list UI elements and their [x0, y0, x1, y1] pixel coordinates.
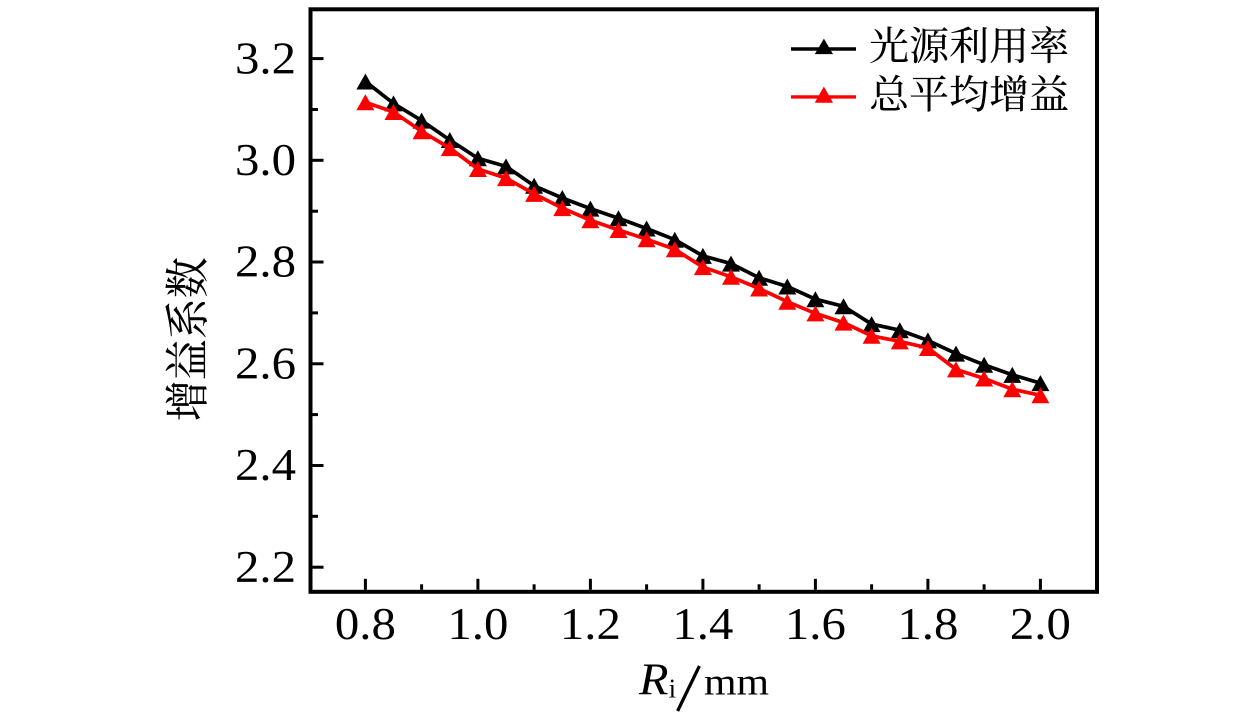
- svg-text:R: R: [638, 655, 669, 705]
- svg-text:1.4: 1.4: [672, 599, 733, 649]
- svg-text:1.2: 1.2: [560, 599, 621, 649]
- svg-text:2.8: 2.8: [235, 237, 296, 287]
- svg-text:1.6: 1.6: [785, 599, 846, 649]
- svg-text:2.6: 2.6: [235, 339, 296, 389]
- svg-text:3.0: 3.0: [235, 135, 296, 185]
- svg-text:2.4: 2.4: [235, 440, 296, 490]
- svg-text:mm: mm: [704, 662, 769, 704]
- svg-text:2.2: 2.2: [235, 542, 296, 592]
- svg-text:0.8: 0.8: [335, 599, 396, 649]
- svg-text:1.8: 1.8: [897, 599, 958, 649]
- svg-text:3.2: 3.2: [235, 33, 296, 83]
- svg-text:1.0: 1.0: [447, 599, 508, 649]
- svg-text:i: i: [669, 674, 677, 704]
- svg-text:2.0: 2.0: [1010, 599, 1071, 649]
